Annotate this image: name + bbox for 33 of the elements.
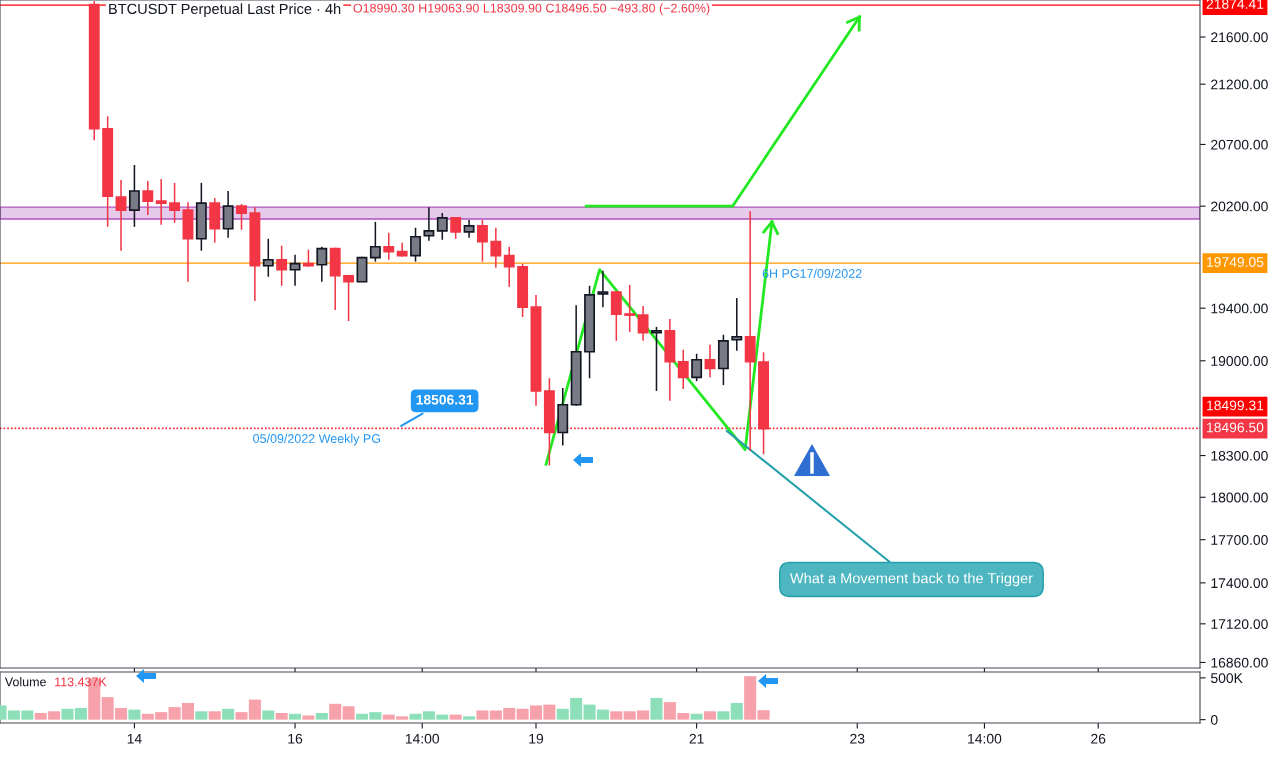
y-tick-label: 19000.00 xyxy=(1211,356,1268,366)
x-tick-label: 23 xyxy=(850,733,865,744)
y-tick-label: 19400.00 xyxy=(1211,303,1268,314)
x-tick-label: 26 xyxy=(1091,733,1106,744)
x-tick-label: 14:00 xyxy=(405,733,440,744)
x-tick-label: 14:00 xyxy=(968,733,1002,744)
y-tick-label: 20700.00 xyxy=(1211,139,1268,150)
annotation: What a Movement back to the Trigger xyxy=(789,572,1033,587)
x-tick-label: 19 xyxy=(529,733,544,744)
chart-subtitle: O18990.30 H19063.90 L18309.90 C18496.50 −493.80 (−2.60%) xyxy=(353,3,710,15)
y-tick-label: 17400.00 xyxy=(1211,578,1268,589)
ref-line-label: 21874.41 xyxy=(1206,0,1264,9)
annotation: 113.437K xyxy=(55,677,107,687)
x-tick-label: 21 xyxy=(689,733,704,744)
y-tick-label: 20200.00 xyxy=(1211,201,1268,212)
ref-line-label: 18499.31 xyxy=(1207,400,1264,411)
annotation: 18506.31 xyxy=(416,394,474,405)
y-tick-label: 16860.00 xyxy=(1211,657,1268,668)
chart-title: Volume xyxy=(4,677,46,687)
y-tick-label: 17120.00 xyxy=(1211,619,1268,629)
y-tick-label: 21200.00 xyxy=(1211,79,1268,90)
x-tick-label: 14 xyxy=(127,733,142,744)
y-tick-label: 500K xyxy=(1210,673,1243,684)
y-tick-label: 17700.00 xyxy=(1211,535,1268,545)
annotation: 05/09/2022 Weekly PG xyxy=(253,433,381,446)
y-tick-label: 18000.00 xyxy=(1211,492,1268,503)
ref-line-label: 19749.05 xyxy=(1207,257,1264,267)
y-tick-label: 18300.00 xyxy=(1211,450,1268,461)
chart-title: BTCUSDT Perpetual Last Price · 4h xyxy=(109,3,341,17)
y-tick-label: 0 xyxy=(1210,714,1218,725)
y-tick-label: 21600.00 xyxy=(1211,32,1268,43)
ref-line-label: 18496.50 xyxy=(1207,422,1264,433)
x-tick-label: 16 xyxy=(288,733,303,744)
